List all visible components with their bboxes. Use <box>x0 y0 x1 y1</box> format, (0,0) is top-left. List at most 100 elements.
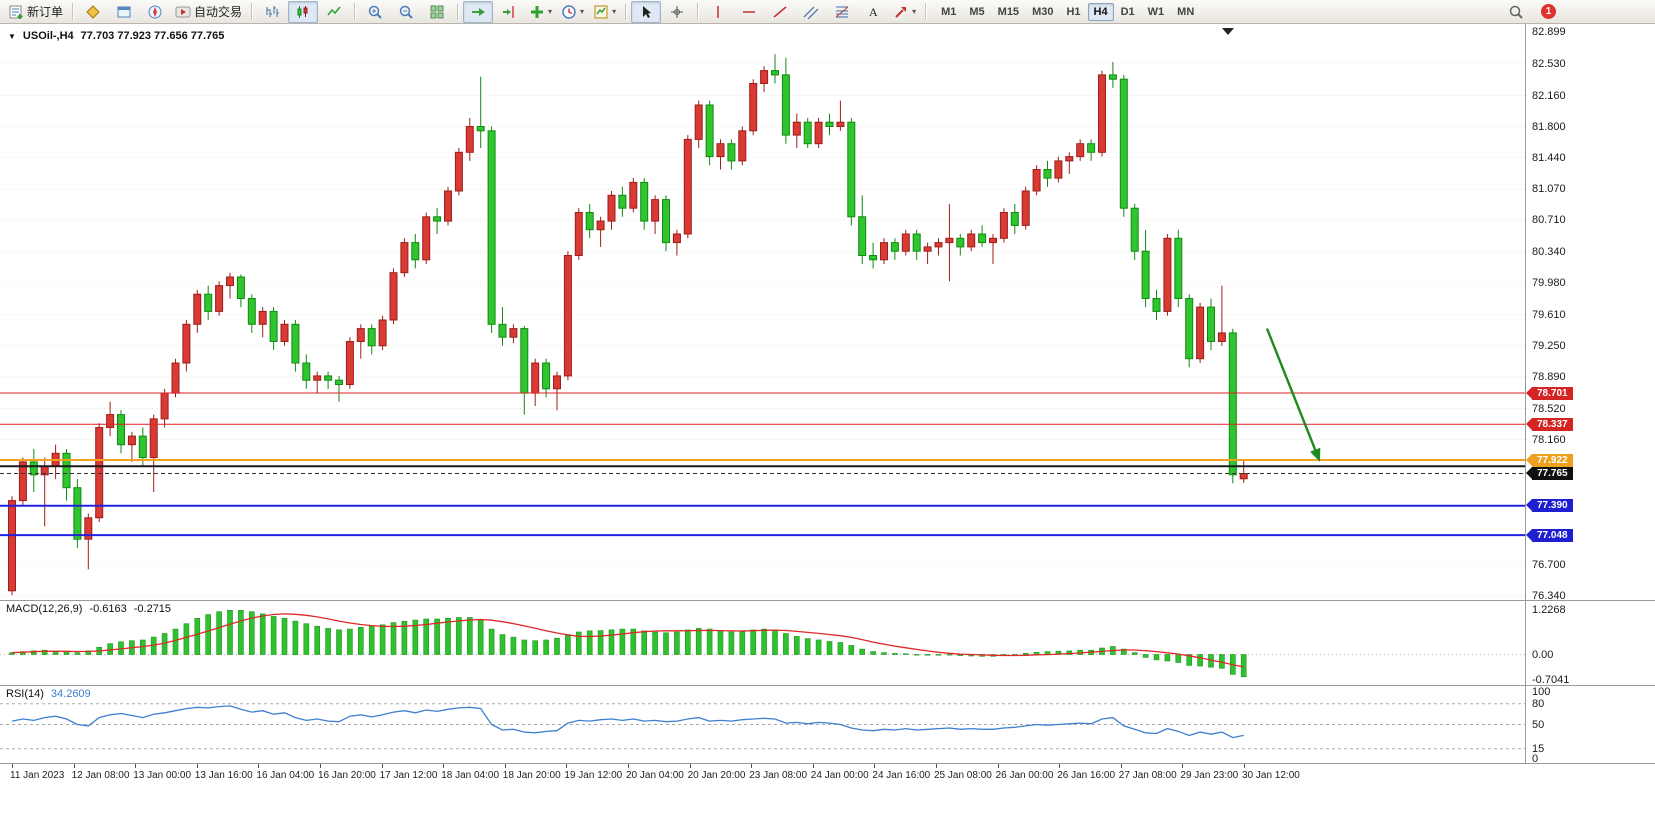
cursor-button[interactable] <box>631 0 662 23</box>
chart-line-button[interactable] <box>319 1 349 23</box>
trendline-button[interactable] <box>765 1 795 23</box>
time-axis-label: 29 Jan 23:00 <box>1180 770 1239 781</box>
price-axis-label: 78.890 <box>1532 370 1566 383</box>
market-watch-button[interactable] <box>78 1 108 23</box>
rsi-canvas[interactable] <box>0 686 1525 763</box>
price-chart-canvas[interactable] <box>0 24 1525 600</box>
chart-bars-button[interactable] <box>257 1 287 23</box>
time-axis-tick <box>1120 764 1122 768</box>
chart-ohlc-readout: 77.703 77.923 77.656 77.765 <box>80 30 225 42</box>
new-order-button[interactable]: 新订单 <box>4 1 67 23</box>
arrows-button[interactable]: ▾ <box>889 1 920 23</box>
search-button[interactable] <box>1501 1 1531 23</box>
price-axis-label: 82.160 <box>1532 89 1566 102</box>
price-tag-77.390: 77.390 <box>1526 499 1573 513</box>
time-axis-tick <box>12 764 13 768</box>
chart-title: ▼ USOil-,H4 77.703 77.923 77.656 77.765 <box>8 30 224 42</box>
time-axis-label: 26 Jan 00:00 <box>995 770 1054 781</box>
macd-canvas[interactable] <box>0 601 1525 685</box>
price-tag-77.765: 77.765 <box>1526 467 1573 480</box>
macd-name: MACD(12,26,9) <box>6 603 83 615</box>
toolbar-right-group: 1 <box>1501 1 1556 23</box>
vline-icon <box>710 4 726 20</box>
indicators-icon <box>529 4 545 20</box>
tile-windows-button[interactable] <box>422 1 452 23</box>
time-axis-label: 19 Jan 12:00 <box>564 770 623 781</box>
time-axis-label: 16 Jan 20:00 <box>318 770 376 781</box>
rsi-name: RSI(14) <box>6 688 44 700</box>
indicators-button[interactable]: ▾ <box>525 1 556 23</box>
zoom-out-button[interactable] <box>391 1 421 23</box>
timeframe-m1[interactable]: M1 <box>941 5 957 18</box>
timeframe-m5[interactable]: M5 <box>969 5 985 18</box>
timeframe-mn[interactable]: MN <box>1177 5 1195 18</box>
price-tag-78.337: 78.337 <box>1526 417 1573 431</box>
fibonacci-button[interactable] <box>827 1 857 23</box>
templates-button[interactable]: ▾ <box>589 1 620 23</box>
time-axis-tick <box>874 764 876 768</box>
toolbar-separator <box>251 3 253 20</box>
autotrading-button[interactable]: 自动交易 <box>171 1 246 23</box>
vertical-line-button[interactable] <box>703 1 733 23</box>
panel-separator <box>0 685 1655 686</box>
time-axis-label: 24 Jan 00:00 <box>810 770 869 781</box>
autotrading-button-label: 自动交易 <box>194 5 243 19</box>
periods-button[interactable]: ▾ <box>557 1 588 23</box>
time-axis-tick <box>1059 764 1061 768</box>
cursor-icon <box>638 4 654 20</box>
rsi-axis: 100 80 50 15 0 <box>1525 686 1655 765</box>
chart-collapse-icon[interactable]: ▼ <box>8 31 16 41</box>
time-axis-tick <box>320 764 321 768</box>
dropdown-caret-icon: ▾ <box>580 6 585 16</box>
time-axis-label: 26 Jan 16:00 <box>1057 770 1116 781</box>
price-axis-label: 79.250 <box>1532 339 1566 352</box>
timeframe-toolbar: M1 M5 M15 M30 H1 H4 D1 W1 MN <box>935 2 1200 21</box>
time-axis-tick <box>196 764 198 768</box>
zoom-in-button[interactable] <box>360 1 390 23</box>
toolbar-separator <box>697 3 699 20</box>
crosshair-icon <box>669 4 685 20</box>
price-axis-label: 80.340 <box>1532 246 1566 258</box>
timeframe-m30[interactable]: M30 <box>1032 5 1054 18</box>
timeframe-h4[interactable]: H4 <box>1087 2 1114 21</box>
market-watch-icon <box>85 4 101 20</box>
time-axis-label: 16 Jan 04:00 <box>256 770 315 781</box>
rsi-axis-label: 50 <box>1532 718 1545 731</box>
macd-axis-label: 1.2268 <box>1532 604 1566 616</box>
chart-candles-icon <box>295 4 311 20</box>
dropdown-caret-icon: ▾ <box>548 6 553 16</box>
time-axis-label: 17 Jan 12:00 <box>379 770 438 781</box>
text-label-button[interactable]: A <box>858 1 888 23</box>
hline-icon <box>741 4 757 20</box>
chart-window[interactable]: ▼ USOil-,H4 77.703 77.923 77.656 77.765 … <box>0 24 1655 826</box>
chart-shift-icon <box>501 4 517 20</box>
auto-scroll-button[interactable] <box>463 0 494 23</box>
time-axis-tick <box>628 764 629 768</box>
timeframe-d1[interactable]: D1 <box>1120 5 1135 18</box>
horizontal-line-button[interactable] <box>734 1 764 23</box>
timeframe-w1[interactable]: W1 <box>1147 5 1165 18</box>
price-axis-label: 79.610 <box>1532 308 1566 321</box>
macd-signal-value: -0.2715 <box>133 603 172 615</box>
chart-shift-button[interactable] <box>494 1 524 23</box>
time-axis-tick <box>751 764 753 768</box>
time-axis-tick <box>812 764 814 768</box>
zoom-out-icon <box>398 4 414 20</box>
navigator-button[interactable] <box>140 1 170 23</box>
panel-separator <box>0 600 1655 601</box>
time-axis-label: 11 Jan 2023 <box>10 770 65 781</box>
equidistant-channel-button[interactable] <box>796 1 826 23</box>
chart-candles-button[interactable] <box>288 0 319 23</box>
rsi-axis-label: 0 <box>1532 753 1539 765</box>
time-axis-label: 12 Jan 08:00 <box>71 770 130 781</box>
toolbar-separator <box>354 3 356 20</box>
crosshair-button[interactable] <box>662 1 692 23</box>
timeframe-h1[interactable]: H1 <box>1066 5 1081 18</box>
time-axis-label: 20 Jan 04:00 <box>626 770 684 781</box>
notifications-badge[interactable]: 1 <box>1541 4 1556 19</box>
data-window-button[interactable] <box>109 1 139 23</box>
price-axis-label: 81.070 <box>1532 183 1566 196</box>
toolbar: 新订单 自动交易 ▾ ▾ ▾ A ▾ M1 M5 M15 M30 H1 H4 D1 W1 MN 1 <box>0 0 1655 24</box>
timeframe-m15[interactable]: M15 <box>997 5 1020 18</box>
